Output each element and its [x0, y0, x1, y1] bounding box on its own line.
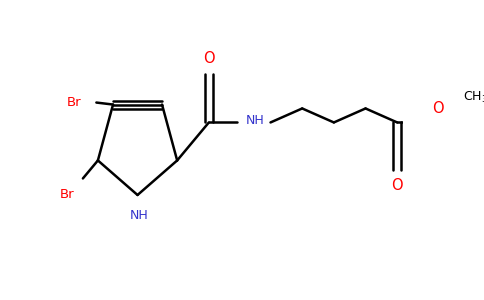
Text: O: O — [203, 52, 214, 67]
Text: Br: Br — [67, 96, 81, 109]
Text: Br: Br — [60, 188, 75, 202]
Text: O: O — [432, 101, 444, 116]
Text: NH: NH — [245, 114, 264, 127]
Text: NH: NH — [130, 209, 149, 222]
Text: CH$_3$: CH$_3$ — [463, 90, 484, 106]
Text: O: O — [392, 178, 403, 194]
